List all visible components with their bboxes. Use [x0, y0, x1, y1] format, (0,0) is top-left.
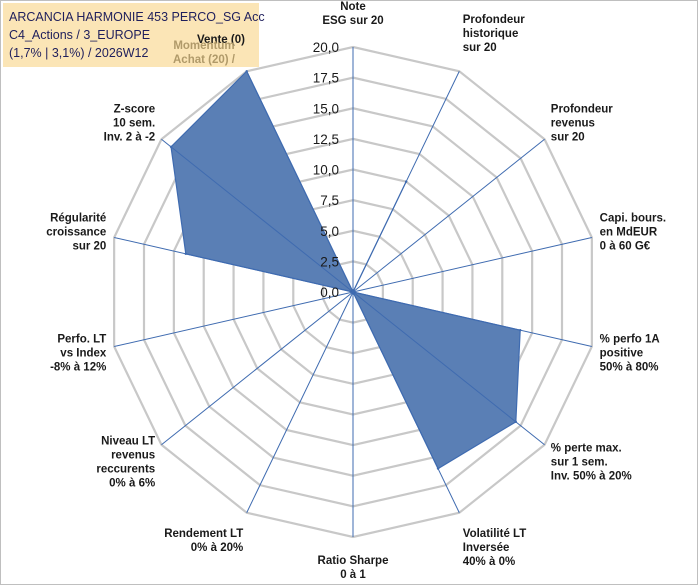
category-label-11-line-1: croissance	[46, 226, 106, 238]
category-label-1-line-1: historique	[463, 28, 519, 40]
tick-label-4: 10,0	[313, 163, 339, 178]
spoke-13	[246, 71, 354, 293]
category-label-3: Capi. bours. en MdEUR 0 à 60 G€	[600, 212, 666, 252]
momentum-label-line2: Achat (20) /	[173, 54, 235, 66]
category-label-0: Note ESG sur 20	[322, 1, 383, 27]
spoke-5	[352, 291, 545, 446]
spoke-4	[352, 291, 592, 348]
category-label-12: Z-score 10 sem. Inv. 2 à -2	[104, 103, 156, 143]
tick-label-7: 17,5	[313, 71, 339, 86]
category-label-7-line-0: Ratio Sharpe	[318, 555, 389, 567]
category-label-9-line-2: reccurents	[96, 464, 155, 476]
category-label-5-line-1: sur 1 sem.	[551, 457, 608, 469]
momentum-label-line1: Momentum	[173, 40, 235, 52]
spoke-3	[352, 236, 592, 293]
category-label-5-line-0: % perte max.	[551, 443, 622, 455]
data-point-13	[245, 70, 248, 73]
category-label-4-line-1: positive	[600, 348, 643, 360]
spoke-9	[161, 291, 354, 446]
category-label-5-line-2: Inv. 50% à 20%	[551, 471, 632, 483]
category-label-3-line-0: Capi. bours.	[600, 212, 666, 224]
data-point-4	[519, 328, 522, 332]
category-label-6-line-2: 40% à 0%	[463, 556, 515, 568]
tick-label-3: 7,5	[320, 193, 339, 208]
data-point-5	[514, 420, 518, 424]
tick-label-5: 12,5	[313, 132, 339, 147]
category-label-3-line-2: 0 à 60 G€	[600, 240, 651, 252]
spoke-11	[114, 236, 354, 293]
tick-label-2: 5,0	[320, 224, 339, 239]
series-area	[170, 70, 521, 470]
category-label-4: % perfo 1A positive 50% à 80%	[600, 334, 660, 374]
category-label-5: % perte max. sur 1 sem. Inv. 50% à 20%	[551, 443, 632, 483]
category-label-4-line-0: % perfo 1A	[600, 334, 660, 346]
category-label-0-line-0: Note	[340, 1, 366, 13]
category-label-9-line-1: revenus	[111, 450, 155, 462]
category-label-13-line-0: Vente (0)	[197, 34, 245, 46]
data-point-1	[404, 180, 408, 183]
category-label-9-line-3: 0% à 6%	[109, 478, 155, 490]
category-label-2-line-1: revenus	[551, 117, 595, 129]
data-point-12	[169, 145, 173, 149]
spoke-8	[246, 291, 354, 513]
fund-category: C4_Actions / 3_EUROPE	[9, 28, 151, 42]
tick-label-6: 15,0	[313, 101, 339, 116]
category-label-12-line-2: Inv. 2 à -2	[104, 131, 156, 143]
category-label-11-line-0: Régularité	[50, 212, 106, 224]
tick-label-0: 0,0	[320, 285, 339, 300]
category-label-2-line-2: sur 20	[551, 131, 585, 143]
spoke-2	[352, 138, 545, 293]
momentum-label: Momentum Achat (20) /	[169, 39, 239, 67]
data-point-10	[351, 290, 355, 294]
spoke-12	[161, 138, 354, 293]
category-label-10-line-1: vs Index	[60, 348, 107, 360]
data-point-6	[436, 467, 440, 470]
category-label-1-line-2: sur 20	[463, 42, 497, 54]
category-label-10-line-2: -8% à 12%	[50, 362, 106, 374]
fund-stats: (1,7% | 3,1%) / 2026W12	[9, 46, 149, 60]
tick-label-1: 2,5	[320, 254, 339, 269]
category-label-13: Vente (0)	[197, 34, 245, 46]
category-label-0-line-1: ESG sur 20	[322, 15, 383, 27]
category-label-9: Niveau LT revenus reccurents 0% à 6%	[96, 436, 155, 490]
data-point-11	[184, 252, 187, 256]
category-label-12-line-0: Z-score	[114, 103, 156, 115]
spoke-10	[114, 291, 354, 348]
category-label-7-line-1: 0 à 1	[340, 569, 366, 581]
category-label-10-line-0: Perfo. LT	[57, 334, 106, 346]
category-label-1-line-0: Profondeur	[463, 14, 525, 26]
category-label-8-line-0: Rendement LT	[164, 528, 243, 540]
fund-name: ARCANCIA HARMONIE 453 PERCO_SG Acc	[9, 10, 265, 24]
category-label-4-line-2: 50% à 80%	[600, 362, 659, 374]
category-label-7: Ratio Sharpe 0 à 1	[318, 555, 389, 581]
category-label-10: Perfo. LT vs Index -8% à 12%	[50, 334, 107, 374]
category-label-8: Rendement LT 0% à 20%	[164, 528, 243, 554]
spoke-6	[352, 291, 460, 513]
category-label-6-line-1: Inversée	[463, 542, 510, 554]
category-label-11: Régularité croissance sur 20	[46, 212, 106, 252]
tick-label-8: 20,0	[313, 40, 339, 55]
title-box: ARCANCIA HARMONIE 453 PERCO_SG Acc C4_Ac…	[3, 3, 265, 67]
category-label-6-line-0: Volatilité LT	[463, 528, 526, 540]
category-label-8-line-1: 0% à 20%	[191, 542, 243, 554]
category-label-1: Profondeur historique sur 20	[463, 14, 525, 54]
category-label-11-line-2: sur 20	[72, 240, 106, 252]
category-label-6: Volatilité LT Inversée 40% à 0%	[463, 528, 526, 568]
category-label-12-line-1: 10 sem.	[113, 117, 155, 129]
category-label-9-line-0: Niveau LT	[101, 436, 155, 448]
category-label-3-line-1: en MdEUR	[600, 226, 658, 238]
category-label-2: Profondeur revenus sur 20	[551, 103, 613, 143]
category-label-2-line-0: Profondeur	[551, 103, 613, 115]
